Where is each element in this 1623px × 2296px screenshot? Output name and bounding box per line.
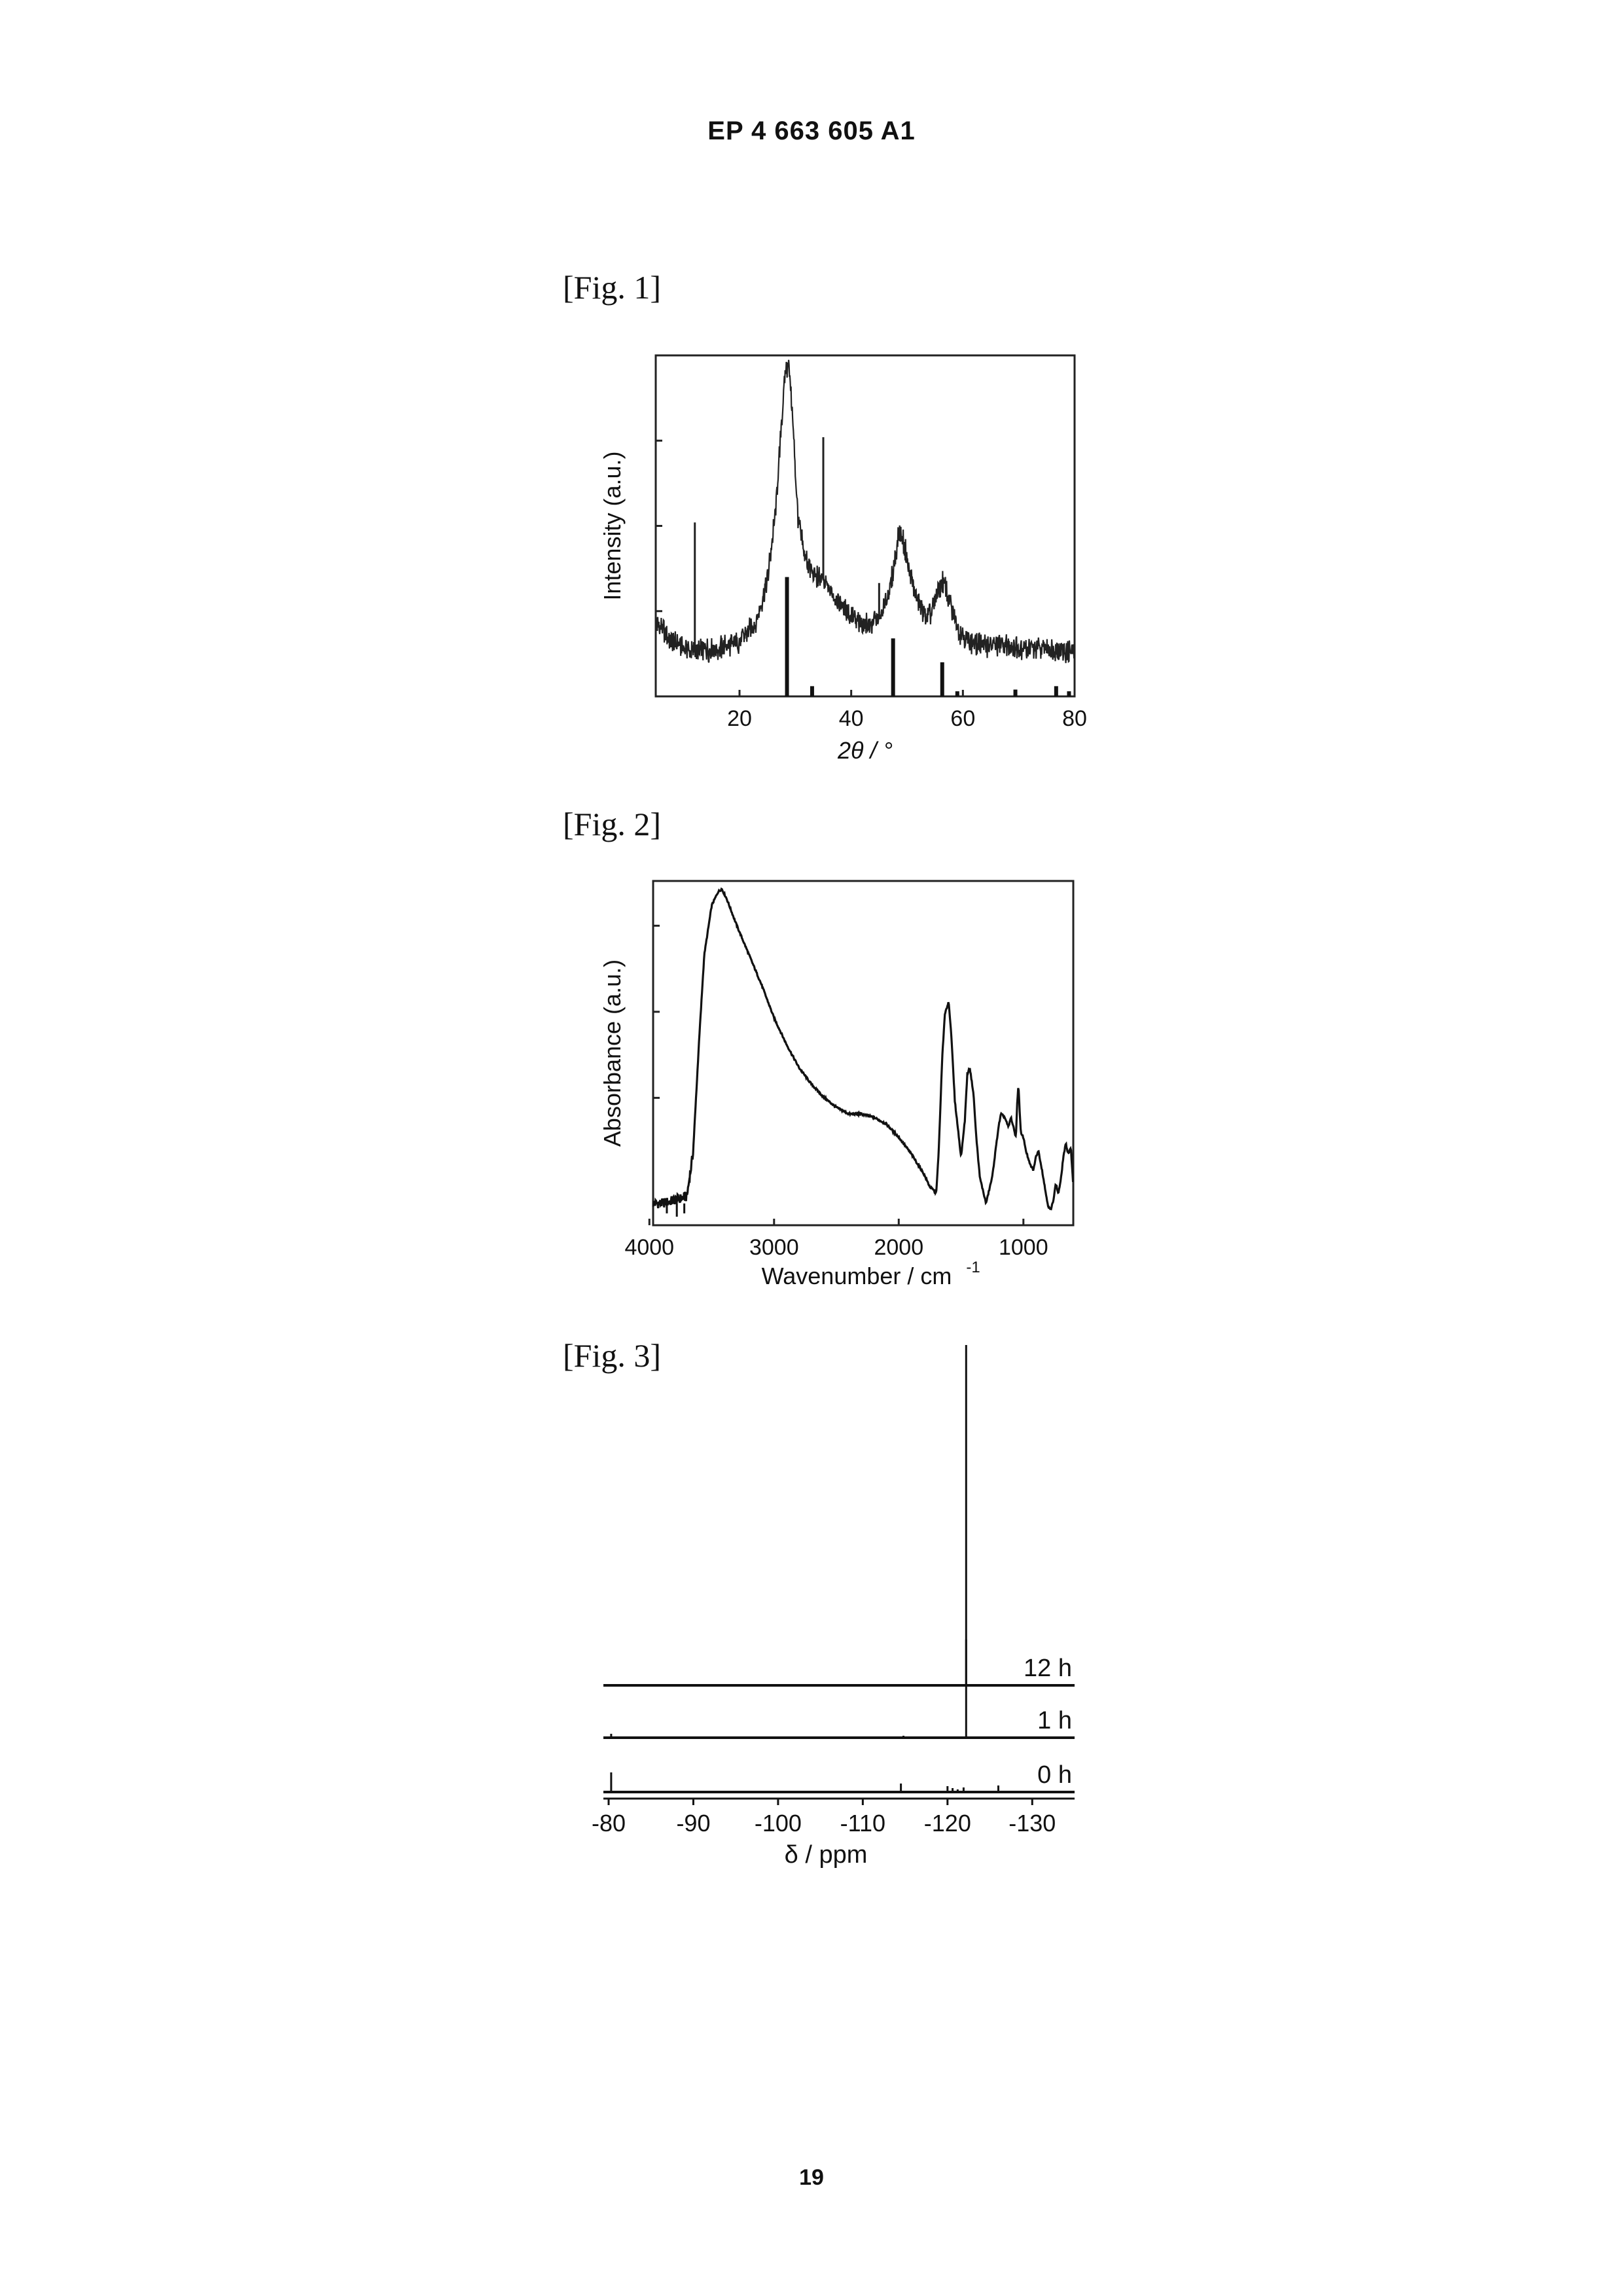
x-tick-label: -100 <box>755 1810 802 1837</box>
y-axis-label: Intensity (a.u.) <box>599 451 626 600</box>
diffraction-curve <box>654 359 1075 664</box>
x-axis-label: δ / ppm <box>785 1841 868 1869</box>
x-tick-label: 3000 <box>749 1235 799 1260</box>
x-tick-label: -120 <box>924 1810 971 1837</box>
x-tick-label: -110 <box>840 1810 885 1837</box>
x-tick-label: 4000 <box>624 1235 674 1260</box>
nmr-spectra-chart: 0 h 1 h 12 h -80 -90 -100 -110 -120 -130 δ / ppm <box>592 1345 1075 1869</box>
absorbance-curve <box>652 887 1075 1211</box>
x-tick-label: 60 <box>950 706 975 731</box>
figure-1-label: [Fig. 1] <box>563 269 661 306</box>
spectrum-label: 12 h <box>1024 1655 1072 1682</box>
x-axis-label: 2θ / ° <box>837 737 893 764</box>
spectrum-label: 1 h <box>1037 1707 1072 1734</box>
x-tick-label: -90 <box>676 1810 710 1837</box>
x-tick-label: 2000 <box>874 1235 923 1260</box>
x-tick-label: 20 <box>727 706 752 731</box>
x-tick-label: 40 <box>839 706 864 731</box>
page-number: 19 <box>799 2165 824 2190</box>
x-axis-label-superscript: -1 <box>966 1259 980 1276</box>
plot-frame <box>652 880 1075 1227</box>
x-axis-label: Wavenumber / cm <box>762 1263 952 1289</box>
x-tick-label: -80 <box>592 1810 626 1837</box>
x-tick-label: 80 <box>1062 706 1087 731</box>
xrd-pattern-chart: 20 40 60 80 2θ / ° Intensity (a.u.) <box>599 354 1087 764</box>
x-tick-label: 1000 <box>999 1235 1048 1260</box>
figure-3-label: [Fig. 3] <box>563 1337 661 1374</box>
y-axis-label: Absorbance (a.u.) <box>599 960 626 1147</box>
figure-2-label: [Fig. 2] <box>563 806 661 842</box>
spectrum-label: 0 h <box>1037 1761 1072 1789</box>
patent-publication-number: EP 4 663 605 A1 <box>707 117 916 145</box>
ir-spectrum-chart: 4000 3000 2000 1000 Wavenumber / cm -1 Absorba… <box>599 880 1075 1289</box>
x-tick-label: -130 <box>1008 1810 1056 1837</box>
